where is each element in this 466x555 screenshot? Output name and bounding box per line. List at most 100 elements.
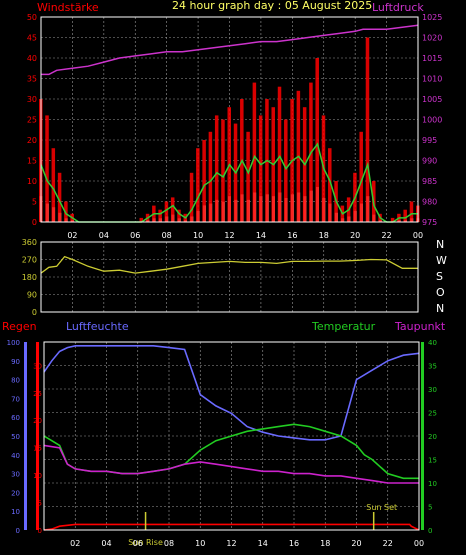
- pressure-y-tick-label: 995: [422, 136, 437, 145]
- temperature-y-tick-label: 0: [428, 527, 432, 535]
- rain-y-tick-label: 10: [33, 472, 42, 480]
- wind-y-tick-label: 10: [27, 177, 37, 186]
- humidity-y-tick-label: 10: [11, 508, 20, 516]
- direction-y-tick-label: 180: [22, 273, 37, 282]
- direction-chart-frame: [40, 241, 419, 313]
- temperature-y-tick-label: 30: [428, 386, 437, 394]
- rain-y-tick-label: 20: [33, 417, 42, 425]
- wind-speed-bar: [45, 115, 49, 222]
- wind-speed-bar: [284, 119, 288, 222]
- wind-y-tick-label: 50: [27, 13, 37, 22]
- climate-chart-x-tick-label: 18: [320, 539, 330, 548]
- direction-y-tick-label: 270: [22, 256, 37, 265]
- climate-chart-x-tick-label: 14: [258, 539, 268, 548]
- compass-label-o: O: [436, 286, 445, 299]
- pressure-y-tick-label: 985: [422, 177, 437, 186]
- wind-chart-x-tick-label: 06: [130, 231, 140, 240]
- compass-label-w: W: [436, 254, 447, 267]
- temperature-y-tick-label: 20: [428, 433, 437, 441]
- direction-y-tick-label: 360: [22, 238, 37, 247]
- pressure-y-tick-label: 990: [422, 157, 437, 166]
- wind-chart-x-tick-label: 04: [99, 231, 109, 240]
- temperature-y-tick-label: 25: [428, 410, 437, 418]
- humidity-y-tick-label: 80: [11, 377, 20, 385]
- wind-y-tick-label: 30: [27, 95, 37, 104]
- wind-chart-x-tick-label: 20: [350, 231, 360, 240]
- wind-speed-bar: [214, 115, 219, 222]
- humidity-y-tick-label: 70: [11, 395, 20, 403]
- rain-y-tick-label: 0: [38, 527, 42, 535]
- wind-speed-bar: [403, 209, 407, 222]
- compass-label-n-top: N: [436, 238, 444, 251]
- dewpoint-axis-title: Taupunkt: [394, 320, 446, 333]
- humidity-y-tick-label: 0: [16, 527, 20, 535]
- wind-y-tick-label: 0: [32, 218, 37, 227]
- climate-chart-x-tick-label: 10: [195, 539, 205, 548]
- climate-chart-x-tick-label: 12: [226, 539, 236, 548]
- temperature-axis-title: Temperatur: [311, 320, 376, 333]
- wind-chart-x-tick-label: 14: [256, 231, 266, 240]
- wind-speed-bar: [252, 82, 257, 222]
- rain-axis-title: Regen: [2, 320, 37, 333]
- humidity-axis-bar: [24, 342, 27, 530]
- temperature-axis-bar: [421, 342, 424, 530]
- temperature-y-tick-label: 5: [428, 504, 432, 512]
- climate-chart-x-tick-label: 06: [133, 539, 143, 548]
- wind-chart-x-tick-label: 22: [381, 231, 391, 240]
- climate-chart-frame: [43, 341, 420, 531]
- humidity-y-tick-label: 50: [11, 433, 20, 441]
- pressure-y-tick-label: 980: [422, 198, 437, 207]
- wind-speed-bar: [390, 217, 395, 222]
- temperature-y-tick-label: 15: [428, 457, 437, 465]
- pressure-y-tick-label: 1010: [422, 75, 442, 84]
- humidity-y-tick-label: 20: [11, 489, 20, 497]
- climate-chart-x-tick-label: 22: [383, 539, 393, 548]
- sunrise-label: Sun Rise: [128, 538, 163, 547]
- humidity-y-tick-label: 40: [11, 452, 20, 460]
- rain-line: [43, 523, 420, 531]
- wind-direction-line: [40, 255, 418, 274]
- wind-speed-bar: [258, 115, 263, 222]
- direction-y-tick-label: 90: [27, 291, 37, 300]
- wind-speed-bar: [328, 148, 332, 222]
- wind-speed-bar: [177, 209, 181, 222]
- temperature-y-tick-label: 35: [428, 363, 437, 371]
- wind-speed-bar: [409, 201, 414, 222]
- climate-chart-x-tick-label: 00: [414, 539, 424, 548]
- rain-y-tick-label: 5: [38, 500, 42, 508]
- humidity-y-tick-label: 30: [11, 471, 20, 479]
- wind-speed-bar: [208, 131, 213, 222]
- pressure-y-tick-label: 1015: [422, 54, 442, 63]
- wind-speed-bar: [221, 119, 225, 222]
- wind-speed-bar: [170, 197, 175, 222]
- wind-y-tick-label: 25: [27, 116, 37, 125]
- rain-axis-bar: [36, 342, 39, 530]
- wind-chart-x-tick-label: 08: [162, 231, 172, 240]
- wind-chart-x-tick-label: 18: [319, 231, 329, 240]
- wind-speed-bar: [202, 140, 206, 222]
- wind-y-tick-label: 35: [27, 75, 37, 84]
- climate-chart-x-tick-label: 02: [70, 539, 80, 548]
- humidity-y-tick-label: 60: [11, 414, 20, 422]
- wind-y-tick-label: 20: [27, 136, 37, 145]
- wind-chart-x-tick-label: 16: [287, 231, 297, 240]
- wind-y-tick-label: 5: [32, 198, 37, 207]
- pressure-y-tick-label: 1005: [422, 95, 442, 104]
- wind-y-tick-label: 45: [27, 34, 37, 43]
- rain-y-tick-label: 15: [33, 445, 42, 453]
- chart-panels: 0510152025303540455097598098599099510001…: [7, 13, 443, 548]
- wind-y-tick-label: 15: [27, 157, 37, 166]
- wind-speed-bar: [189, 172, 194, 222]
- wind-speed-bar: [246, 131, 250, 222]
- wind-chart-frame: [40, 16, 419, 223]
- rain-y-tick-label: 30: [33, 362, 42, 370]
- wind-chart-x-tick-label: 10: [193, 231, 203, 240]
- wind-speed-bar: [315, 58, 319, 222]
- pressure-y-tick-label: 1025: [422, 13, 442, 22]
- compass-label-s: S: [436, 270, 443, 283]
- wind-speed-bar: [359, 131, 363, 222]
- pressure-y-tick-label: 975: [422, 218, 437, 227]
- direction-y-tick-label: 0: [32, 308, 37, 317]
- wind-speed-bar: [158, 209, 162, 222]
